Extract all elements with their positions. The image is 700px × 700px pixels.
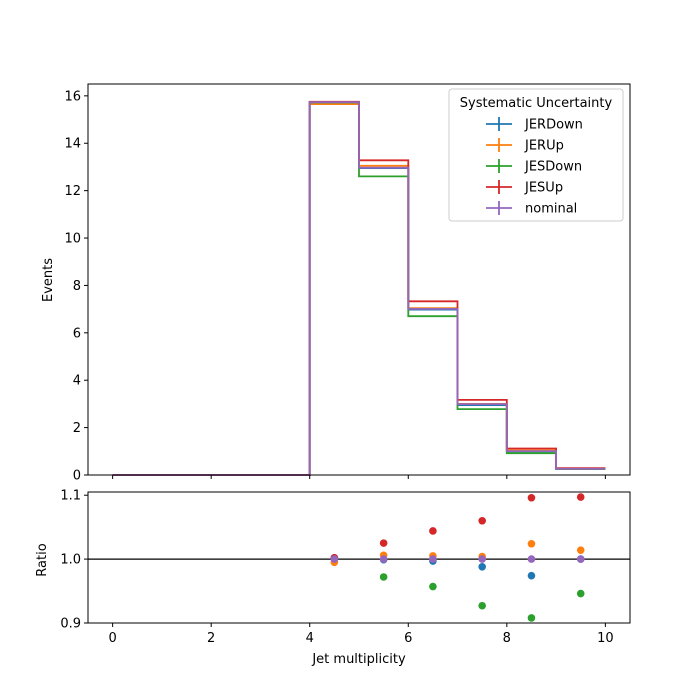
ratio-point-nominal	[429, 555, 437, 563]
top-y-tick-label: 12	[64, 184, 81, 199]
legend-label-jesup: JESUp	[524, 181, 563, 196]
ratio-y-tick-label: 1.1	[60, 489, 81, 504]
ratio-y-ticks: 0.9 1.0 1.1	[60, 489, 88, 632]
ratio-panel: 0.9 1.0 1.1 0 2 4 6 8 10 Ratio Jet multiplicity	[35, 489, 631, 667]
legend-label-jesdown: JESDown	[524, 160, 582, 175]
x-axis-label: Jet multiplicity	[311, 652, 406, 667]
ratio-point-nominal	[478, 555, 486, 563]
x-tick-label: 4	[306, 631, 314, 646]
ratio-point-jesdown	[379, 573, 388, 581]
top-panel: 0 2 4 6 8 10 12 14 16 Events	[41, 83, 631, 484]
top-y-tick-label: 0	[73, 469, 81, 484]
ratio-x-ticks: 0 2 4 6 8 10	[108, 623, 614, 646]
top-y-tick-label: 8	[73, 279, 81, 294]
ratio-point-nominal	[576, 555, 585, 563]
top-y-tick-label: 16	[64, 89, 81, 104]
ratio-point-jesdown	[478, 601, 486, 610]
top-y-tick-label: 4	[73, 374, 81, 389]
ratio-axes-frame	[87, 491, 631, 624]
legend-label-nominal: nominal	[525, 202, 577, 217]
top-y-tick-label: 2	[73, 421, 81, 436]
legend-box	[448, 88, 624, 222]
ratio-point-jerdown	[527, 571, 536, 580]
ratio-point-jesup	[576, 493, 585, 501]
x-tick-label: 0	[108, 631, 116, 646]
ratio-point-jerdown	[478, 562, 486, 571]
ratio-y-axis-label: Ratio	[35, 543, 50, 576]
ratio-y-tick-label: 0.9	[60, 617, 81, 632]
top-x-ticks	[112, 475, 606, 479]
ratio-point-jesup	[379, 539, 388, 547]
top-y-tick-label: 10	[64, 232, 81, 247]
legend-entries: JERDown JERUp JESDown JESUp nominal	[486, 117, 583, 217]
x-tick-label: 8	[503, 631, 511, 646]
ratio-y-tick-label: 1.0	[60, 553, 81, 568]
ratio-point-jesup	[527, 493, 536, 502]
top-y-ticks: 0 2 4 6 8 10 12 14 16	[64, 89, 88, 484]
top-y-tick-label: 14	[64, 137, 81, 152]
ratio-point-jesdown	[429, 582, 437, 591]
ratio-point-jesdown	[527, 614, 536, 622]
top-axes-frame	[87, 83, 631, 476]
ratio-point-jesup	[429, 527, 437, 535]
ratio-point-nominal	[379, 555, 388, 563]
ratio-point-jesdown	[576, 589, 585, 598]
ratio-point-nominal	[330, 555, 339, 563]
ratio-points-group	[330, 493, 585, 622]
ratio-point-nominal	[527, 555, 536, 563]
ratio-point-jerup	[527, 539, 536, 548]
x-tick-label: 2	[207, 631, 215, 646]
legend: Systematic Uncertainty JERDown JERUp JESDo…	[448, 88, 624, 222]
legend-label-jerup: JERUp	[524, 139, 564, 154]
x-tick-label: 6	[404, 631, 412, 646]
top-y-axis-label: Events	[41, 258, 56, 302]
ratio-point-jesup	[478, 516, 486, 525]
legend-title: Systematic Uncertainty	[460, 96, 613, 111]
x-tick-label: 10	[597, 631, 614, 646]
legend-label-jerdown: JERDown	[524, 118, 583, 133]
ratio-point-jerup	[576, 546, 585, 554]
top-y-tick-label: 6	[73, 326, 81, 341]
